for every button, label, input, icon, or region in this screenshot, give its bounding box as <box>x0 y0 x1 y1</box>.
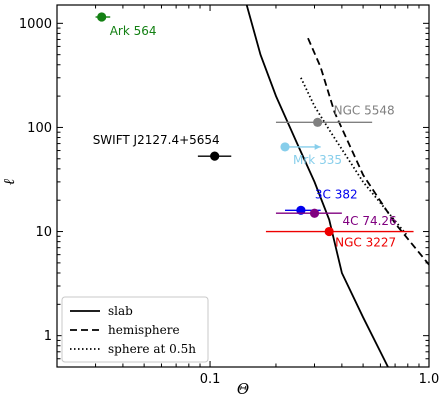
curve-sphere-at-0-5h <box>300 77 409 237</box>
curve-hemisphere <box>307 37 429 266</box>
y-tick-label: 100 <box>27 121 52 136</box>
point-ngc-3227 <box>324 226 334 237</box>
point-swift-j2127-4-5654 <box>210 151 220 161</box>
y-tick-label: 10 <box>35 225 52 240</box>
legend-label-hemisphere: hemisphere <box>108 323 180 337</box>
legend: slab hemisphere sphere at 0.5h <box>61 296 209 363</box>
point-4c-74-26 <box>309 208 320 218</box>
point-mrk-335 <box>280 142 290 152</box>
label-mrk-335: Mrk 335 <box>293 153 342 167</box>
label-3c-382: 3C 382 <box>315 187 358 201</box>
label-swift-j2127-4-5654: SWIFT J2127.4+5654 <box>93 133 220 147</box>
curves-layer <box>245 5 429 367</box>
label-ngc-3227: NGC 3227 <box>335 236 396 250</box>
plot-frame <box>56 4 430 368</box>
curve-slab <box>245 5 389 367</box>
point-ngc-5548 <box>313 117 323 127</box>
ticks-layer: 0.1 1.0 1 10 100 1000 <box>19 5 439 387</box>
point-ark-564 <box>97 12 107 22</box>
sources-layer: Ark 564 SWIFT J2127.4+5654 NGC 5548 Mrk 335… <box>93 12 414 250</box>
y-axis-title: ℓ <box>0 179 18 185</box>
x-axis-title: Θ <box>237 380 249 398</box>
x-tick-label: 1.0 <box>419 372 440 387</box>
y-tick-label: 1 <box>44 329 52 344</box>
label-4c-74-26: 4C 74.26 <box>343 214 397 228</box>
limit-arrow-mrk-335 <box>314 143 321 150</box>
label-ngc-5548: NGC 5548 <box>334 103 395 117</box>
legend-box <box>61 296 209 363</box>
legend-label-slab: slab <box>108 304 133 318</box>
y-tick-label: 1000 <box>19 17 52 32</box>
x-tick-label: 0.1 <box>200 372 221 387</box>
label-ark-564: Ark 564 <box>110 24 157 38</box>
legend-label-sphere-at-0-5h: sphere at 0.5h <box>108 342 196 356</box>
